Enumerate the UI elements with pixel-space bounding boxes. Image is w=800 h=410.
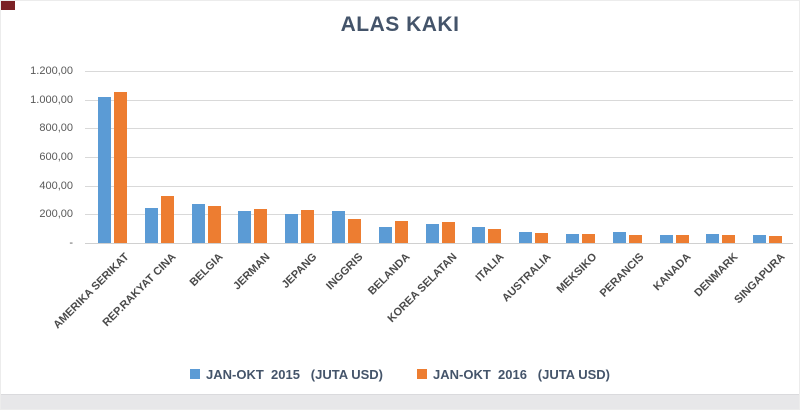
chart-title: ALAS KAKI — [340, 13, 460, 36]
bar-2015-jepang — [285, 213, 299, 243]
gridline-1200 — [85, 71, 793, 72]
y-axis-tick-label: 1.200,00 — [30, 65, 73, 77]
gridline-800 — [85, 128, 793, 130]
bar-2015-inggris — [331, 211, 345, 243]
legend-swatch-2015-icon — [190, 369, 201, 379]
x-axis-line — [85, 243, 793, 244]
gridline-600 — [85, 157, 793, 158]
bar-2015-italia — [472, 227, 486, 243]
y-axis-tick-label: - — [69, 237, 73, 249]
bar-2016-kanada — [675, 235, 689, 243]
y-axis-tick-label: 800,00 — [39, 122, 73, 135]
bar-2016-australia — [535, 232, 549, 243]
bar-2016-korea-selatan — [441, 221, 455, 243]
bar-2015-singapura — [753, 235, 767, 243]
bar-2015-korea-selatan — [425, 224, 439, 243]
y-axis-tick-label: 600,00 — [39, 151, 73, 163]
bar-2016-rep-rakyat-cina — [160, 196, 174, 243]
bar-2016-perancis — [628, 235, 642, 243]
y-axis-tick-label: 400,00 — [39, 179, 73, 192]
bar-2016-denmark — [722, 235, 736, 243]
bar-2016-singapura — [769, 235, 783, 243]
bar-2015-perancis — [612, 232, 626, 243]
y-axis-tick-label: 1.000,00 — [30, 93, 73, 106]
bar-2016-meksiko — [581, 234, 595, 243]
legend-swatch-2016-icon — [417, 369, 427, 379]
bar-2016-belanda — [394, 220, 408, 243]
x-axis-category-label-singapura: SINGAPURA — [731, 251, 788, 307]
bar-2015-australia — [519, 232, 533, 243]
bar-2015-kanada — [659, 235, 673, 243]
legend: JAN-OKT 2015 (JUTA USD) JAN-OKT 2016 (JU… — [1, 364, 799, 384]
bar-2015-belgia — [191, 204, 205, 243]
bar-2015-jerman — [238, 210, 252, 243]
y-axis-tick-label: 200,00 — [39, 208, 73, 221]
bar-2016-inggris — [347, 218, 361, 243]
bar-2015-amerika-serikat — [97, 96, 111, 243]
bar-2015-belanda — [378, 226, 392, 243]
gridline-200 — [85, 214, 793, 216]
corner-artifact — [1, 1, 15, 10]
bar-2015-denmark — [706, 234, 720, 243]
legend-label-2015: JAN-OKT 2015 (JUTA USD) — [206, 366, 383, 382]
legend-item-2016: JAN-OKT 2016 (JUTA USD) — [417, 367, 610, 382]
bar-2015-meksiko — [565, 234, 579, 243]
gridline-400 — [85, 185, 793, 187]
legend-label-2016: JAN-OKT 2016 (JUTA USD) — [433, 366, 610, 382]
bar-2015-rep-rakyat-cina — [144, 207, 158, 243]
legend-item-2015: JAN-OKT 2015 (JUTA USD) — [190, 367, 383, 382]
bar-2016-belgia — [207, 206, 221, 243]
bar-2016-amerika-serikat — [113, 91, 127, 243]
bar-2016-italia — [488, 229, 502, 243]
gridline-1000 — [85, 99, 793, 101]
bar-2016-jerman — [254, 208, 268, 243]
bottom-gray-strip — [1, 394, 799, 409]
bar-2016-jepang — [301, 210, 315, 243]
